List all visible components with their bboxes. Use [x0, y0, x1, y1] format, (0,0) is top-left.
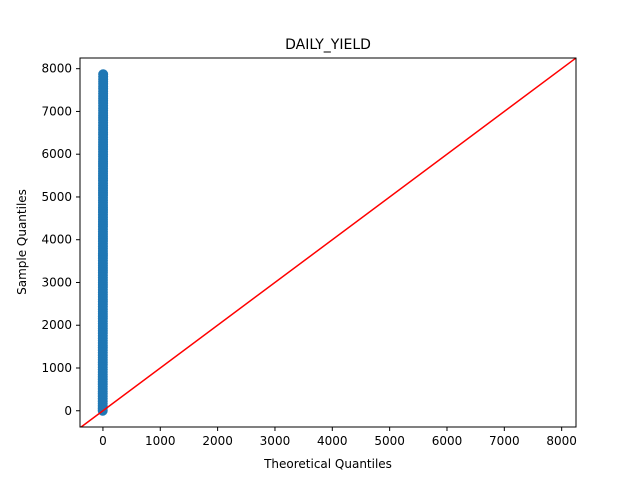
y-axis-label: Sample Quantiles	[15, 189, 29, 295]
x-tick-label: 3000	[260, 434, 291, 448]
y-tick-label: 4000	[41, 233, 72, 247]
y-tick-label: 3000	[41, 275, 72, 289]
x-tick-label: 1000	[145, 434, 176, 448]
y-tick-label: 2000	[41, 318, 72, 332]
y-tick-label: 7000	[41, 104, 72, 118]
x-axis-label: Theoretical Quantiles	[263, 457, 392, 471]
x-tick-label: 4000	[317, 434, 348, 448]
y-axis-ticks: 0 1000 2000 3000 4000 5000 6000 7000 8000	[41, 62, 80, 418]
sample-point	[98, 69, 109, 80]
y-tick-label: 5000	[41, 190, 72, 204]
y-tick-label: 6000	[41, 147, 72, 161]
x-axis-ticks: 0 1000 2000 3000 4000 5000 6000 7000 8000	[99, 427, 577, 448]
x-tick-label: 5000	[374, 434, 405, 448]
chart-title: DAILY_YIELD	[285, 37, 371, 53]
reference-line-layer	[80, 58, 576, 427]
x-tick-label: 7000	[489, 434, 520, 448]
y-tick-label: 1000	[41, 361, 72, 375]
x-tick-label: 2000	[202, 434, 233, 448]
plot-area	[79, 57, 577, 428]
axes-frame	[79, 57, 577, 428]
sample-points	[97, 69, 109, 416]
x-tick-label: 0	[99, 434, 107, 448]
y-tick-label: 8000	[41, 62, 72, 76]
y-tick-label: 0	[64, 404, 72, 418]
x-tick-label: 8000	[546, 434, 577, 448]
x-tick-label: 6000	[432, 434, 463, 448]
reference-line	[80, 58, 576, 427]
